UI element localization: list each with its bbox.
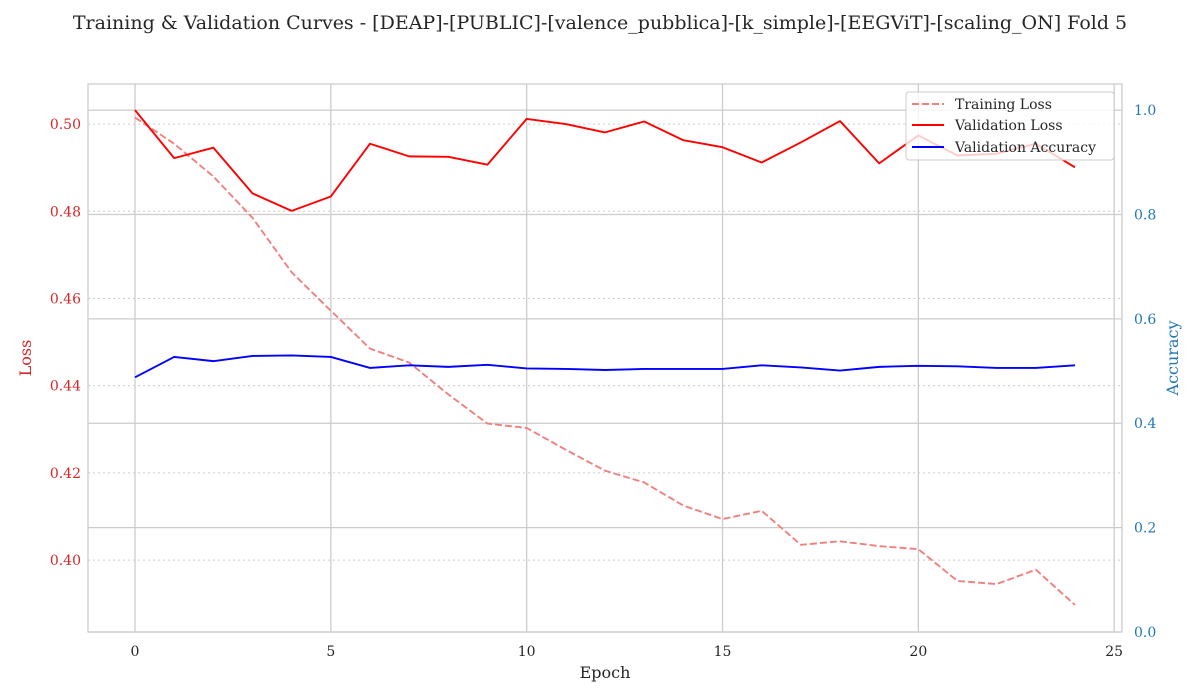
y-right-tick-label: 1.0 <box>1134 103 1156 119</box>
y-right-tick-label: 0.0 <box>1134 625 1156 641</box>
y-right-axis-title: Accuracy <box>1163 321 1182 397</box>
x-tick-label: 5 <box>326 644 335 660</box>
series-line-training-loss <box>134 116 1076 606</box>
legend-box <box>905 91 1115 161</box>
y-left-tick-label: 0.40 <box>50 553 81 569</box>
y-right-tick-label: 0.8 <box>1134 207 1156 223</box>
y-left-tick-label: 0.50 <box>50 117 81 133</box>
y-left-tick-label: 0.42 <box>50 466 81 482</box>
y-right-tick-label: 0.6 <box>1134 312 1156 328</box>
legend-label-validation-accuracy: Validation Accuracy <box>954 140 1096 156</box>
x-tick-label: 15 <box>714 644 732 660</box>
x-tick-label: 20 <box>909 644 927 660</box>
y-left-tick-label: 0.44 <box>50 379 81 395</box>
y-right-tick-label: 0.4 <box>1134 416 1156 432</box>
y-right-tick-label: 0.2 <box>1134 521 1156 537</box>
legend-label-training-loss: Training Loss <box>955 97 1052 113</box>
legend: Training Loss Validation Loss Validation… <box>905 91 1115 161</box>
x-tick-label: 10 <box>518 644 536 660</box>
chart-title: Training & Validation Curves - [DEAP]-[P… <box>73 12 1127 34</box>
y-left-tick-label: 0.46 <box>50 291 81 307</box>
y-left-tick-label: 0.48 <box>50 204 81 220</box>
x-axis-title: Epoch <box>580 663 631 682</box>
x-tick-label: 0 <box>131 644 140 660</box>
plot-frame <box>87 83 1123 633</box>
legend-label-validation-loss: Validation Loss <box>954 118 1063 134</box>
y-left-axis-title: Loss <box>16 340 35 377</box>
series-line-validation-accuracy <box>134 354 1076 379</box>
x-tick-label: 25 <box>1105 644 1123 660</box>
